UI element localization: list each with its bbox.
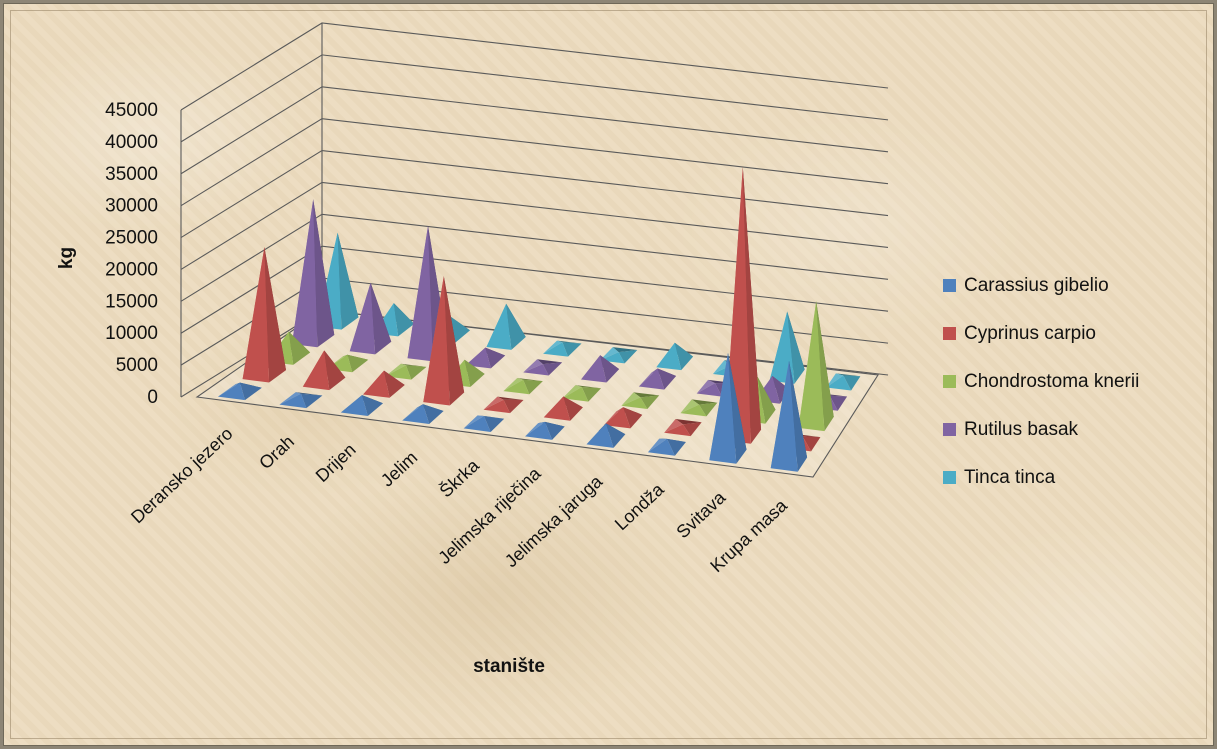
legend-swatch (943, 471, 956, 484)
pyramid-bar (349, 282, 392, 355)
legend-label: Rutilus basak (964, 419, 1079, 440)
legend-label: Cyprinus carpio (964, 323, 1096, 344)
pyramid-bar (586, 423, 626, 448)
gridline (180, 213, 889, 302)
pyramid-bar (242, 247, 287, 383)
pyramid-bar (423, 276, 465, 406)
y-tick-label: 40000 (105, 132, 158, 153)
pyramid-bar (483, 396, 524, 414)
y-tick-label: 45000 (105, 100, 158, 121)
y-axis-title: kg (56, 247, 77, 269)
y-tick-label: 35000 (105, 164, 158, 185)
legend-swatch (943, 375, 956, 388)
category-label: Škrka (435, 454, 484, 501)
category-label: Jelim (377, 447, 421, 490)
category-label: Orah (255, 431, 298, 473)
gridline (180, 86, 889, 175)
pyramid-bar (798, 301, 834, 432)
pyramid-bar (599, 347, 638, 364)
y-tick-label: 0 (147, 387, 158, 408)
pyramid-bar (217, 382, 262, 401)
pyramid-bar (291, 199, 335, 348)
pyramid-bar (664, 419, 702, 437)
legend-swatch (943, 327, 956, 340)
pyramid-bar (543, 396, 583, 421)
gridline (180, 245, 889, 334)
pyramid-bar (486, 303, 526, 350)
pyramid-bar (621, 392, 660, 410)
pyramid-bar (302, 350, 346, 391)
category-label: Drijen (312, 439, 360, 486)
category-label: Londža (611, 479, 669, 535)
y-tick-label: 30000 (105, 196, 158, 217)
pyramid-bar (647, 438, 686, 456)
pyramid-bar (503, 377, 543, 395)
pyramid-bar (279, 392, 323, 409)
pyramid-bar (363, 370, 405, 398)
gridline (180, 54, 889, 143)
category-label: Deransko jezero (127, 423, 236, 527)
pyramid-bar (656, 342, 694, 371)
pyramid-bar (465, 347, 506, 369)
gridline (180, 118, 889, 207)
y-tick-label: 15000 (105, 291, 158, 312)
pyramid-bar (770, 360, 808, 472)
legend-swatch (943, 279, 956, 292)
pyramid-bar (407, 225, 449, 362)
pyramid-bar (523, 359, 563, 376)
pyramid-bar (581, 355, 620, 383)
y-tick-label: 5000 (116, 355, 158, 376)
pyramid-bar (680, 399, 718, 417)
pyramid-bar (826, 373, 861, 391)
chart-border (10, 10, 1207, 739)
pyramid-bar (562, 385, 602, 402)
pyramid-bar (463, 415, 505, 432)
pyramid-bar (525, 421, 565, 440)
category-label: Svitava (673, 487, 731, 543)
legend-swatch (943, 423, 956, 436)
pyramid-bar (603, 407, 643, 429)
y-tick-labels: 0 5000 10000 15000 20000 25000 30000 35000 40000… (105, 100, 158, 408)
legend-label: Chondrostoma knerii (964, 371, 1139, 392)
gridline (180, 181, 889, 270)
x-axis-title: stanište (473, 656, 545, 677)
chart-marks (217, 167, 861, 472)
y-tick-label: 25000 (105, 228, 158, 249)
legend-label: Carassius gibelio (964, 275, 1109, 296)
legend-label: Tinca tinca (964, 467, 1056, 488)
gridline (180, 22, 889, 111)
y-tick-label: 20000 (105, 259, 158, 280)
pyramid-bar (402, 404, 444, 424)
legend: Carassius gibelio Cyprinus carpio Chondros… (943, 275, 1139, 488)
pyramid-bar (709, 352, 747, 464)
gridline (180, 149, 889, 239)
pyramid-bar (385, 363, 427, 380)
pyramid-bar (543, 340, 582, 357)
y-tick-label: 10000 (105, 323, 158, 344)
pyramid-bar (340, 395, 384, 417)
pyramid-bar (638, 368, 677, 390)
